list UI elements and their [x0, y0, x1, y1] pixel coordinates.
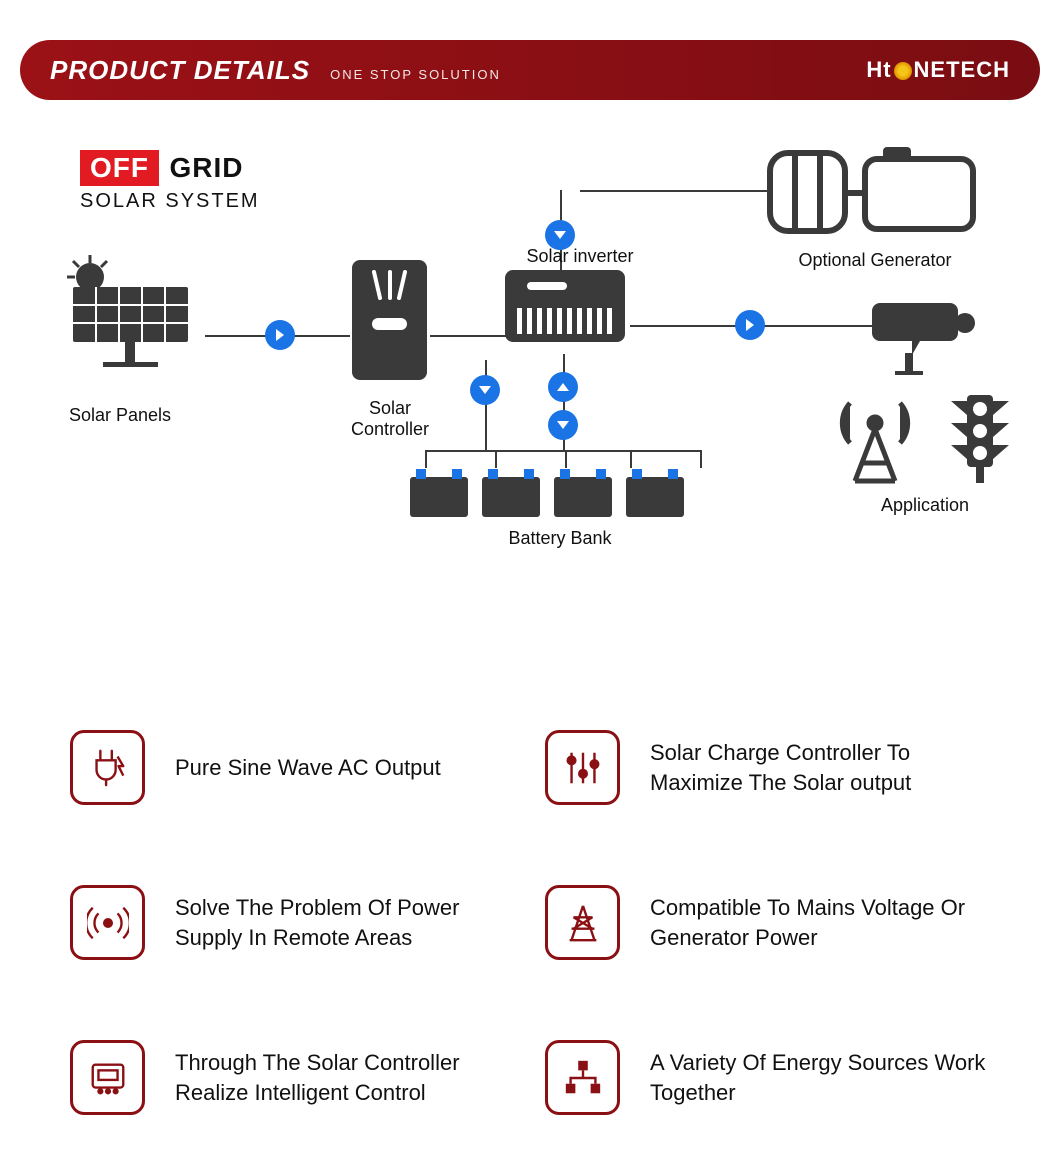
signal-icon	[70, 885, 145, 960]
battery-bank-icon	[410, 465, 715, 520]
flow-arrow-icon	[470, 375, 500, 405]
feature-text: Solar Charge Controller To Maximize The …	[650, 738, 990, 797]
battery-bank-label: Battery Bank	[460, 528, 660, 549]
generator-icon	[765, 145, 980, 240]
solar-panels-label: Solar Panels	[20, 405, 220, 426]
feature-item: A Variety Of Energy Sources Work Togethe…	[545, 1040, 990, 1115]
flow-arrow-icon	[265, 320, 295, 350]
feature-item: Pure Sine Wave AC Output	[70, 730, 515, 805]
features-grid: Pure Sine Wave AC Output Solar Charge Con…	[70, 730, 990, 1115]
solar-inverter-label: Solar inverter	[480, 246, 680, 267]
brand-sun-icon	[894, 62, 912, 80]
brand-logo: Ht NETECH	[866, 57, 1010, 83]
feature-text: Through The Solar Controller Realize Int…	[175, 1048, 515, 1107]
application-label: Application	[825, 495, 1025, 516]
feature-text: A Variety Of Energy Sources Work Togethe…	[650, 1048, 990, 1107]
camera-icon	[870, 295, 980, 375]
solar-inverter-icon	[505, 270, 625, 350]
antenna-icon	[835, 395, 915, 485]
header-left: PRODUCT DETAILS ONE STOP SOLUTION	[50, 55, 501, 86]
diagram-title: OFF GRID SOLAR SYSTEM	[80, 150, 260, 213]
brand-left: Ht	[866, 57, 891, 83]
feature-item: Through The Solar Controller Realize Int…	[70, 1040, 515, 1115]
feature-item: Solve The Problem Of Power Supply In Rem…	[70, 885, 515, 960]
title-subtitle: SOLAR SYSTEM	[80, 190, 260, 213]
sliders-icon	[545, 730, 620, 805]
feature-text: Compatible To Mains Voltage Or Generator…	[650, 893, 990, 952]
title-grid-text: GRID	[169, 152, 243, 184]
feature-item: Compatible To Mains Voltage Or Generator…	[545, 885, 990, 960]
system-diagram: OFF GRID SOLAR SYSTEM Solar	[0, 140, 1060, 630]
feature-text: Pure Sine Wave AC Output	[175, 753, 441, 783]
plug-icon	[70, 730, 145, 805]
feature-item: Solar Charge Controller To Maximize The …	[545, 730, 990, 805]
pylon-icon	[545, 885, 620, 960]
connector-line	[425, 450, 700, 452]
flow-arrow-icon	[548, 372, 578, 402]
title-off-badge: OFF	[80, 150, 159, 186]
generator-label: Optional Generator	[775, 250, 975, 271]
flow-arrow-icon	[735, 310, 765, 340]
network-icon	[545, 1040, 620, 1115]
feature-text: Solve The Problem Of Power Supply In Rem…	[175, 893, 515, 952]
solar-panels-icon	[55, 255, 205, 370]
flow-arrow-icon	[548, 410, 578, 440]
solar-controller-icon	[352, 260, 427, 380]
header-bar: PRODUCT DETAILS ONE STOP SOLUTION Ht NET…	[20, 40, 1040, 100]
solar-controller-label: SolarController	[290, 398, 490, 440]
brand-right: NETECH	[914, 57, 1010, 83]
header-subtitle: ONE STOP SOLUTION	[330, 67, 501, 82]
connector-line	[430, 335, 510, 337]
connector-line	[580, 190, 770, 192]
flow-arrow-icon	[545, 220, 575, 250]
header-title: PRODUCT DETAILS	[50, 55, 310, 86]
monitor-icon	[70, 1040, 145, 1115]
traffic-light-icon	[945, 395, 1015, 485]
